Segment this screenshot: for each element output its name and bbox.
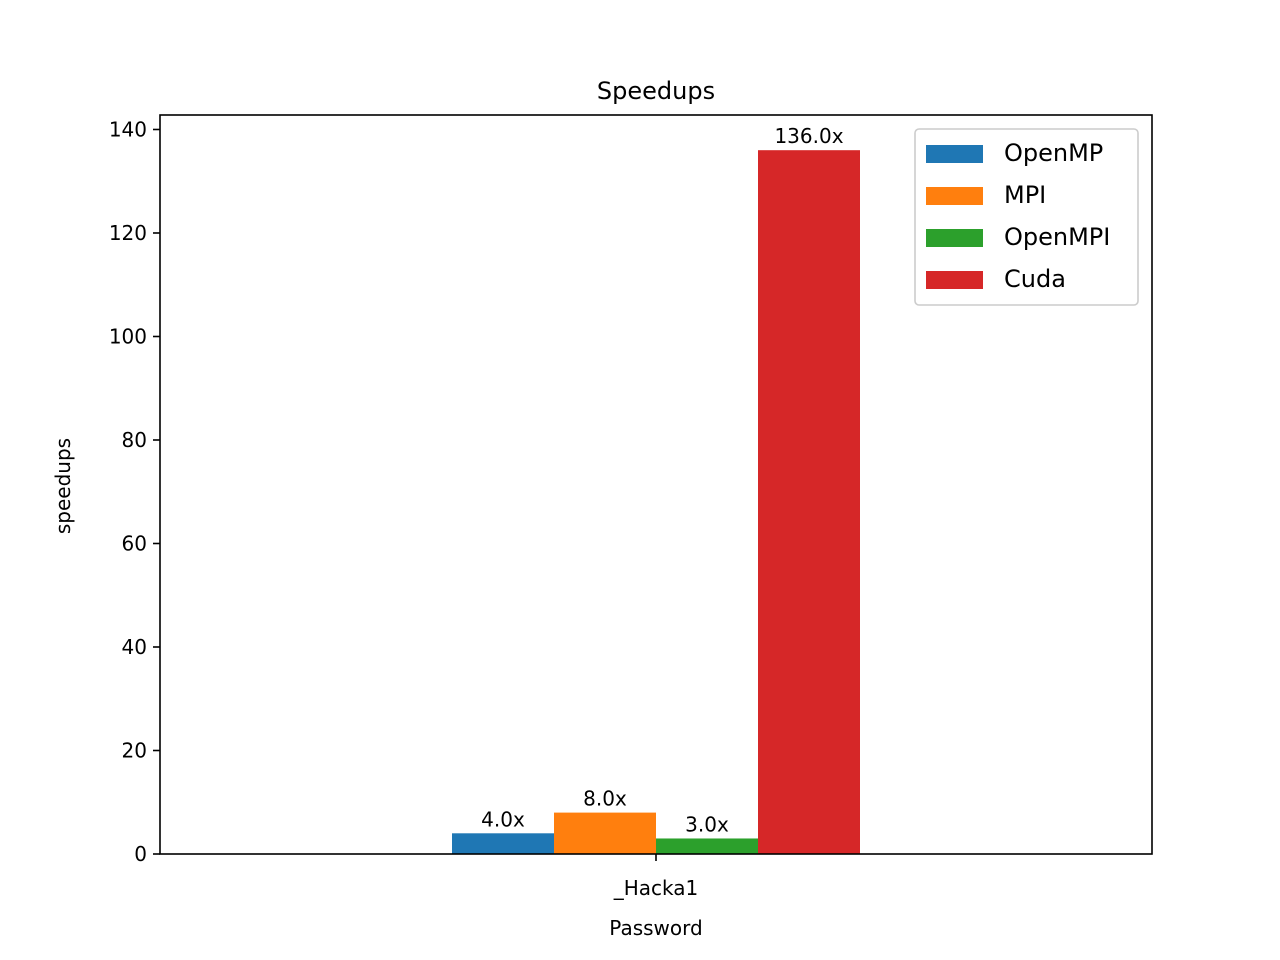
y-axis: 0 20 40 60 80 100 120 140 xyxy=(109,117,160,866)
legend-label-openmpi: OpenMPI xyxy=(1004,223,1110,251)
legend-label-cuda: Cuda xyxy=(1004,265,1066,293)
y-tick-label: 0 xyxy=(134,842,147,866)
y-tick-label: 80 xyxy=(122,428,147,452)
x-axis-label: Password xyxy=(609,916,702,940)
y-tick-label: 100 xyxy=(109,324,147,348)
y-tick-label: 140 xyxy=(109,117,147,141)
bar-value-label: 8.0x xyxy=(583,787,627,811)
y-axis-label: speedups xyxy=(51,438,75,534)
legend-swatch-openmp xyxy=(926,145,983,163)
bar-cuda xyxy=(758,150,860,854)
bar-value-label: 136.0x xyxy=(774,124,843,148)
y-tick-label: 60 xyxy=(122,531,147,555)
y-tick-label: 40 xyxy=(122,635,147,659)
bar-value-label: 4.0x xyxy=(481,807,525,831)
bars-layer xyxy=(452,150,860,854)
bar-openmpi xyxy=(656,838,758,854)
bar-value-label: 3.0x xyxy=(685,812,729,836)
legend-label-openmp: OpenMP xyxy=(1004,139,1103,167)
legend-label-mpi: MPI xyxy=(1004,181,1046,209)
bar-mpi xyxy=(554,812,656,854)
legend-swatch-openmpi xyxy=(926,229,983,247)
bar-openmp xyxy=(452,833,554,854)
chart-title: Speedups xyxy=(597,77,715,105)
bar-labels-layer: 4.0x 8.0x 3.0x 136.0x xyxy=(481,124,844,836)
y-tick-label: 120 xyxy=(109,221,147,245)
legend: OpenMP MPI OpenMPI Cuda xyxy=(914,128,1139,306)
legend-box xyxy=(914,128,1139,306)
y-tick-label: 20 xyxy=(122,738,147,762)
x-axis: _Hacka1 xyxy=(613,854,699,900)
legend-swatch-mpi xyxy=(926,187,983,205)
x-tick-label: _Hacka1 xyxy=(613,876,699,900)
legend-swatch-cuda xyxy=(926,271,983,289)
